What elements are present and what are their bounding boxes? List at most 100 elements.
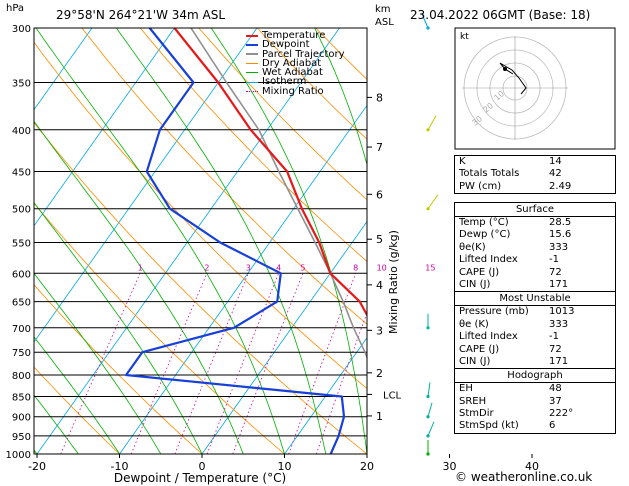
x-tick-label: 0 [199, 460, 206, 473]
pressure-tick-label: 600 [12, 269, 31, 280]
wind-barb-dot [426, 452, 430, 456]
wind-barb-dot [426, 128, 430, 132]
table-row: CAPE (J) 72 [459, 266, 562, 278]
isotherm-line [34, 28, 93, 111]
mixing-ratio-line [130, 273, 208, 454]
hodograph: kt 10 20 30 [454, 27, 616, 150]
x-tick-label: 40 [525, 460, 539, 473]
station-location: 29°58'N 264°21'W 34m ASL [56, 8, 226, 22]
copyright-footer: © weatheronline.co.uk [455, 470, 593, 484]
legend-item: Wet Adiabat [246, 68, 345, 78]
isotherm-line [201, 220, 367, 454]
temperature-line [173, 28, 367, 318]
mixing-ratio-line [288, 273, 357, 454]
table-row: Lifted Index -1 [459, 254, 559, 266]
plot-frame [33, 27, 368, 455]
km-tick-label: 7 [376, 141, 383, 154]
pressure-unit: hPa [6, 3, 25, 14]
isotherms [0, 28, 367, 454]
km-tick-label: 5 [376, 233, 383, 246]
legend-item: Dry Adiabat [246, 58, 345, 69]
x-tick-label: 30 [443, 460, 457, 473]
km-tick-label: 4 [376, 279, 383, 292]
lcl-label: LCL [383, 390, 402, 401]
dewpoint-line [124, 28, 346, 454]
hodograph-stats-section: Hodograph EH 48 SREH 37 StmDir 222° StmSpd … [455, 368, 615, 433]
section-title: Surface [455, 203, 615, 217]
wind-barb [427, 382, 431, 397]
x-tick-label: -20 [28, 460, 46, 473]
isotherm-line [36, 28, 340, 454]
surface-table: Surface Temp (°C) 28.5 Dewp (°C) 15.6 θe(K… [454, 202, 616, 434]
hodograph-unit: kt [460, 32, 469, 42]
wind-barbs [421, 13, 439, 456]
table-row: Dewp (°C) 15.6 [459, 229, 572, 241]
pressure-tick-label: 850 [12, 392, 31, 403]
mixing-ratio-label: 15 [425, 263, 435, 272]
legend-item: Dewpoint [246, 40, 345, 50]
wet-adiabat-line [413, 28, 450, 454]
profile-series [124, 28, 367, 454]
mixing-ratio-label: 8 [353, 263, 358, 272]
table-row: θe(K) 333 [459, 241, 569, 253]
table-row: CIN (J) 171 [459, 278, 569, 290]
isotherm-line [119, 104, 367, 454]
table-row: StmSpd (kt) 6 [459, 420, 556, 432]
wind-barb-dot [426, 326, 430, 330]
x-tick-label: 10 [278, 460, 292, 473]
table-row: CAPE (J) 72 [459, 343, 562, 355]
parcel-trajectory-line [190, 28, 367, 360]
pressure-tick-label: 950 [12, 432, 31, 443]
x-tick-label: -10 [111, 460, 129, 473]
section-title: Most Unstable [455, 292, 615, 307]
isotherm-line [34, 28, 258, 343]
forecast-datetime: 23.04.2022 06GMT (Base: 18) [410, 8, 591, 22]
wet-adiabat-line [34, 336, 120, 454]
table-row: θe (K) 333 [459, 318, 569, 330]
section-title: Hodograph [455, 369, 615, 384]
pressure-tick-label: 750 [12, 348, 31, 359]
wind-barb-dot [426, 394, 430, 399]
asl-unit: ASL [375, 17, 394, 28]
pressure-tick-label: 350 [12, 79, 31, 90]
dry-adiabat-line [198, 28, 367, 201]
mixing-ratio-label: 10 [377, 263, 387, 272]
pressure-tick-label: 400 [12, 126, 31, 137]
legend-item: Parcel Trajectory [246, 49, 345, 59]
wind-barb [427, 402, 433, 417]
wind-barb [421, 13, 429, 29]
pressure-tick-label: 800 [12, 371, 31, 382]
legend-item: Isotherm [246, 77, 345, 87]
x-axis-title: Dewpoint / Temperature (°C) [114, 471, 286, 485]
mixing-ratio-axis-title: Mixing Ratio (g/kg) [387, 230, 400, 334]
dry-adiabat-line [34, 366, 120, 454]
storm-motion-marker [503, 67, 507, 71]
pressure-tick-label: 900 [12, 413, 31, 424]
mixing-ratio-label: 1 [138, 263, 143, 272]
isotherm-line [34, 28, 175, 227]
table-row: Pressure (mb) 1013 [459, 306, 575, 318]
legend-item: Temperature [246, 30, 345, 41]
km-tick-label: 2 [376, 367, 383, 380]
km-tick-label: 3 [376, 324, 383, 337]
mixing-ratio-line [60, 273, 141, 454]
mixing-ratio-label: 5 [300, 263, 305, 272]
km-tick-label: 1 [376, 410, 383, 423]
pressure-tick-label: 1000 [6, 450, 31, 461]
dry-adiabat-line [34, 202, 285, 454]
mixing-ratio-label: 3 [246, 263, 251, 272]
wind-barb [427, 194, 439, 210]
isotherm-line [0, 28, 9, 454]
table-row: EH 48 [459, 383, 562, 395]
wind-barb-dot [426, 415, 430, 419]
mixing-ratio-labels: 12345810152025 [138, 263, 500, 272]
pressure-tick-label: 300 [12, 24, 31, 35]
pressure-tick-label: 650 [12, 298, 31, 309]
wet-adiabat-line [34, 120, 244, 454]
table-row: StmDir 222° [459, 408, 574, 420]
km-tick-label: 8 [376, 91, 383, 104]
pressure-tick-label: 450 [12, 167, 31, 178]
pressure-tick-label: 700 [12, 324, 31, 335]
chart-legend: Temperature Dewpoint Parcel Trajectory D… [246, 30, 345, 96]
